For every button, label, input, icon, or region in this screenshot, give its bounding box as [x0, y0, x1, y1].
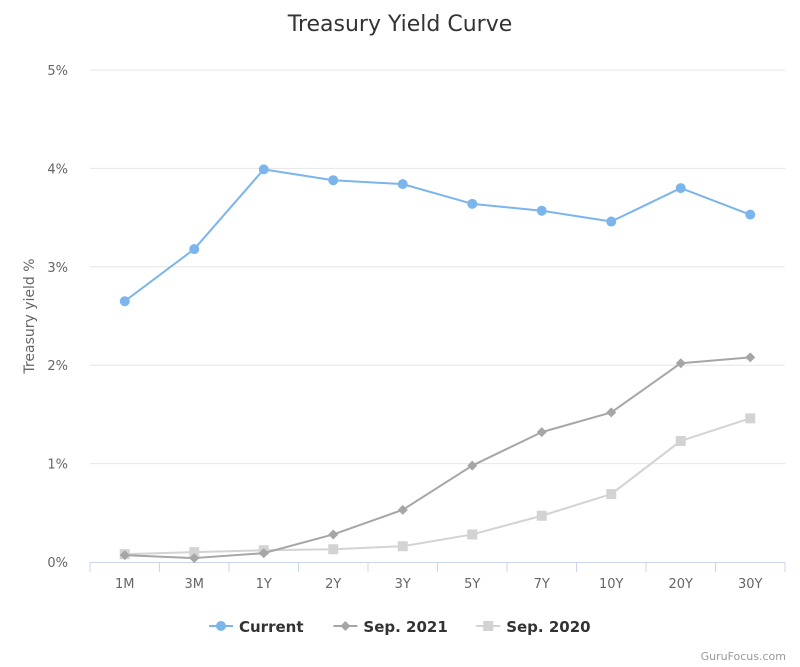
- data-point: [536, 510, 547, 521]
- data-point: [536, 205, 547, 216]
- x-tick-label: 3M: [185, 577, 205, 592]
- data-point: [328, 544, 339, 555]
- data-point: [745, 352, 756, 363]
- x-tick-label: 1M: [115, 577, 135, 592]
- y-axis-label: Treasury yield %: [22, 258, 38, 374]
- y-tick-label: 1%: [47, 458, 68, 473]
- x-tick-label: 20Y: [669, 577, 694, 592]
- series-group: [119, 164, 756, 564]
- y-tick-label: 4%: [47, 162, 68, 177]
- legend-item[interactable]: Sep. 2021: [333, 618, 448, 636]
- series-sep-2021: [119, 352, 756, 564]
- legend-label: Sep. 2021: [363, 618, 447, 636]
- legend-marker: [340, 621, 351, 631]
- data-point: [397, 504, 408, 515]
- x-tick-label: 3Y: [395, 577, 411, 592]
- data-point: [536, 427, 547, 438]
- y-tick-label: 5%: [47, 64, 68, 79]
- x-axis: 1M 3M 1Y 2Y 3Y 5Y 7Y 10Y 20Y 30Y: [89, 562, 786, 592]
- legend-label: Current: [239, 618, 304, 636]
- data-point: [467, 460, 478, 471]
- y-tick-label: 2%: [47, 359, 68, 374]
- data-point: [745, 413, 756, 424]
- gridlines: [90, 69, 785, 465]
- chart-credit[interactable]: GuruFocus.com: [701, 650, 786, 663]
- series-line: [124, 356, 751, 560]
- data-point: [189, 244, 200, 255]
- data-point: [675, 435, 686, 446]
- x-tick-label: 5Y: [464, 577, 480, 592]
- legend-label: Sep. 2020: [506, 618, 590, 636]
- legend-marker: [216, 621, 226, 631]
- data-point: [328, 175, 339, 186]
- legend-marker: [483, 621, 494, 631]
- data-point: [258, 548, 269, 559]
- data-point: [606, 216, 617, 227]
- data-point: [467, 529, 478, 540]
- x-tick-label: 10Y: [599, 577, 624, 592]
- data-point: [397, 541, 408, 552]
- data-point: [745, 209, 756, 220]
- series-current: [119, 164, 756, 307]
- data-point: [258, 164, 269, 175]
- x-tick-label: 30Y: [738, 577, 763, 592]
- x-tick-label: 1Y: [256, 577, 272, 592]
- legend-item[interactable]: Current: [209, 618, 304, 636]
- series-line: [124, 168, 751, 303]
- data-point: [189, 553, 200, 564]
- series-line: [124, 417, 751, 556]
- legend-item[interactable]: Sep. 2020: [476, 618, 591, 636]
- data-point: [467, 198, 478, 209]
- y-tick-label: 0%: [47, 556, 68, 571]
- data-point: [675, 183, 686, 194]
- data-point: [606, 407, 617, 418]
- data-point: [675, 358, 686, 369]
- data-point: [328, 529, 339, 540]
- data-point: [119, 550, 130, 561]
- y-tick-label: 3%: [47, 261, 68, 276]
- data-point: [397, 179, 408, 190]
- y-axis-ticks: 0% 1% 2% 3% 4% 5%: [47, 64, 68, 571]
- chart-title: Treasury Yield Curve: [287, 12, 513, 37]
- data-point: [606, 489, 617, 500]
- x-tick-label: 7Y: [534, 577, 550, 592]
- x-tick-label: 2Y: [325, 577, 341, 592]
- data-point: [119, 296, 130, 307]
- legend[interactable]: Current Sep. 2021 Sep. 2020: [209, 618, 591, 636]
- data-point: [189, 547, 200, 558]
- series-sep-2020: [119, 413, 756, 560]
